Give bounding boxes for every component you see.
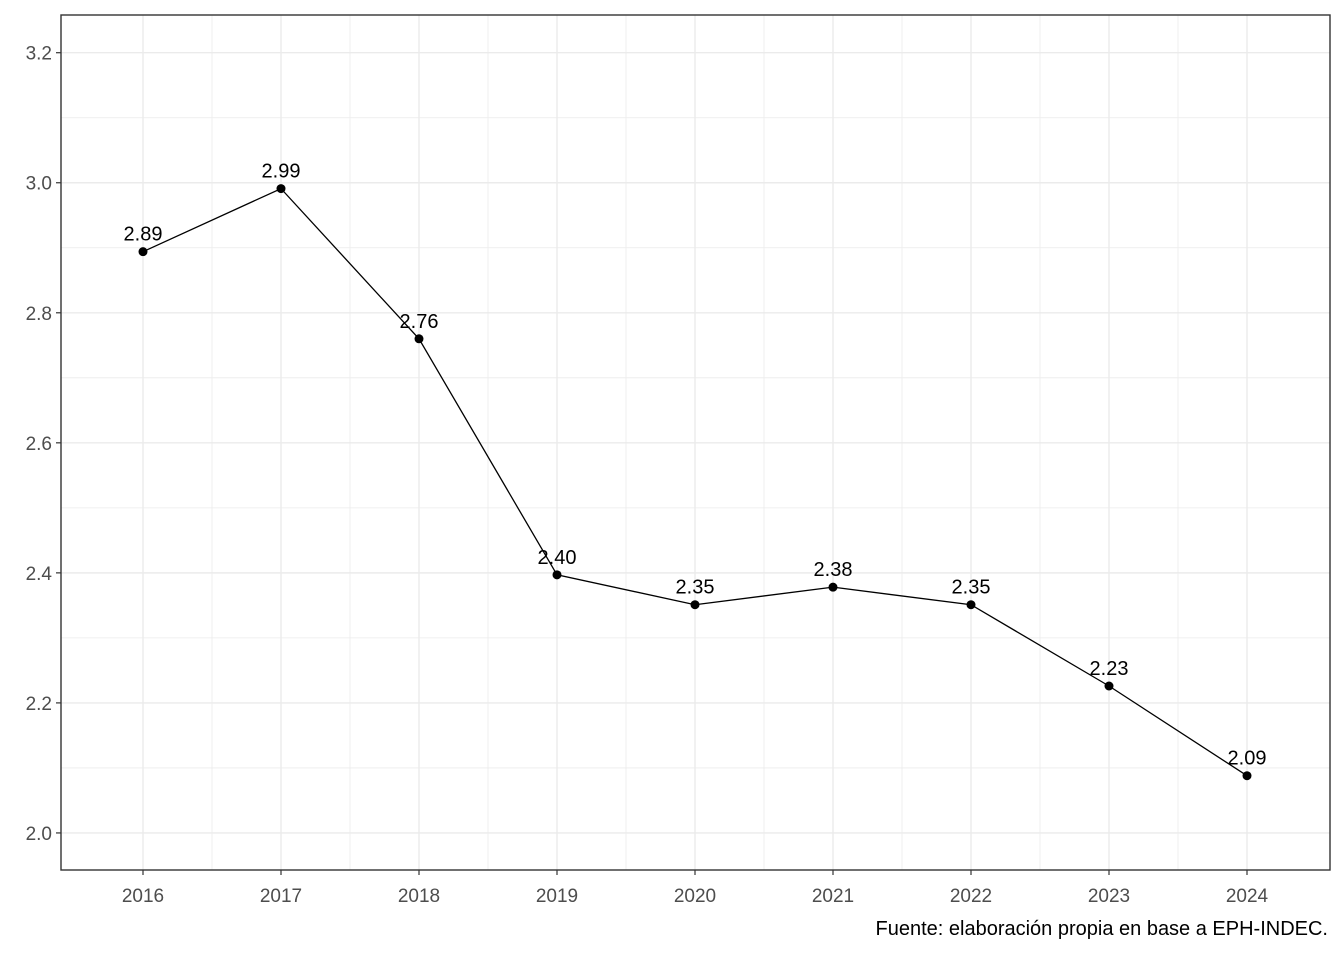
- x-tick-label: 2020: [674, 886, 716, 907]
- data-point: [138, 247, 148, 257]
- y-tick-label: 3.0: [26, 174, 52, 195]
- x-tick-label: 2022: [950, 886, 992, 907]
- data-label: 2.76: [400, 311, 439, 333]
- x-tick-label: 2016: [122, 886, 164, 907]
- data-label: 2.99: [262, 161, 301, 183]
- x-tick-label: 2024: [1226, 886, 1269, 907]
- x-tick-label: 2017: [260, 886, 302, 907]
- data-point: [414, 334, 424, 344]
- data-label: 2.89: [124, 224, 163, 246]
- data-label: 2.23: [1090, 658, 1129, 680]
- data-labels: 2.89 2.99 2.76 2.40 2.35 2.38 2.35 2.23 2.09: [124, 161, 1267, 770]
- data-point: [276, 184, 286, 194]
- series-layer: [138, 184, 1252, 781]
- x-tick-label: 2023: [1088, 886, 1130, 907]
- x-tick-label: 2018: [398, 886, 440, 907]
- data-label: 2.35: [952, 577, 991, 599]
- y-tick-label: 2.2: [26, 694, 52, 715]
- data-label: 2.35: [676, 577, 715, 599]
- data-point: [690, 600, 700, 610]
- y-tick-label: 2.6: [26, 434, 52, 455]
- data-label: 2.09: [1228, 748, 1267, 770]
- source-caption: Fuente: elaboración propia en base a EPH…: [875, 918, 1328, 940]
- x-tick-label: 2021: [812, 886, 854, 907]
- grid-major-lines: [61, 15, 1330, 870]
- y-tick-label: 3.2: [26, 44, 52, 65]
- data-point: [552, 570, 562, 580]
- y-tick-label: 2.8: [26, 304, 52, 325]
- axes: 2.0 2.2 2.4 2.6 2.8 3.0 3.2 2016 2017 2018 2019 202…: [26, 44, 1269, 907]
- y-tick-label: 2.0: [26, 824, 52, 845]
- data-point: [1104, 681, 1114, 691]
- data-point: [966, 600, 976, 610]
- x-tick-label: 2019: [536, 886, 578, 907]
- data-point: [828, 582, 838, 592]
- data-point: [1242, 771, 1252, 781]
- data-label: 2.38: [814, 559, 853, 581]
- y-tick-label: 2.4: [26, 564, 53, 585]
- data-label: 2.40: [538, 547, 577, 569]
